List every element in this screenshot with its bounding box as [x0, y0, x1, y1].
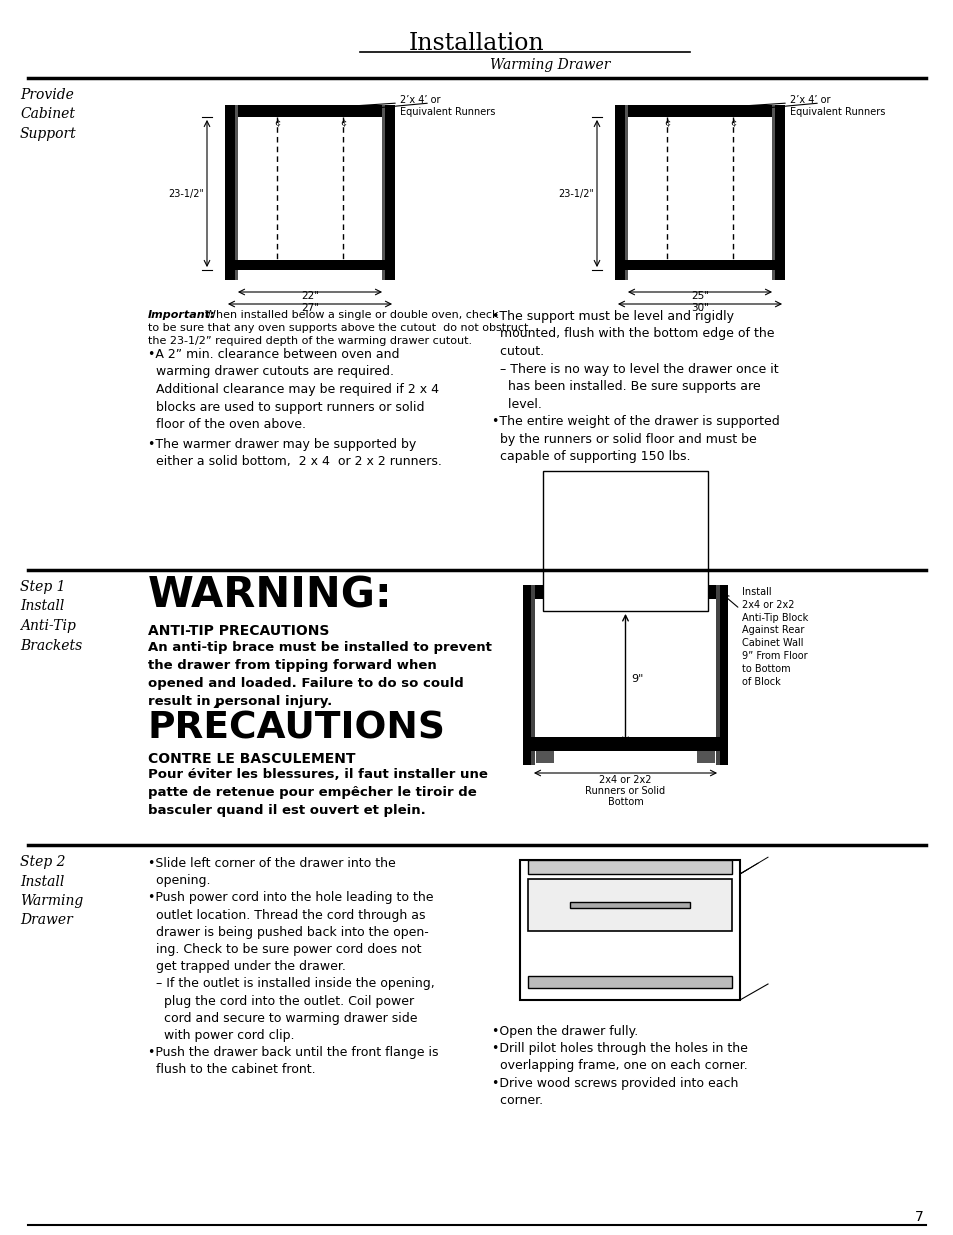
Text: 27": 27"	[301, 303, 318, 312]
Bar	[527, 860, 731, 874]
Bar	[234, 261, 385, 270]
Text: CONTRE LE BASCULEMENT: CONTRE LE BASCULEMENT	[148, 752, 355, 766]
Bar	[527, 879, 731, 931]
Text: 7: 7	[914, 1210, 923, 1224]
Bar	[716, 585, 720, 764]
Text: Install
2x4 or 2x2
Anti-Tip Block
Against Rear
Cabinet Wall
9” From Floor
to Bot: Install 2x4 or 2x2 Anti-Tip Block Agains…	[741, 587, 807, 687]
Bar	[522, 585, 531, 764]
Text: 2’x 4’ or
Equivalent Runners: 2’x 4’ or Equivalent Runners	[789, 95, 884, 116]
Bar	[385, 105, 395, 280]
Bar	[771, 105, 774, 280]
Text: 22": 22"	[301, 291, 318, 301]
Text: Provide
Cabinet
Support: Provide Cabinet Support	[20, 88, 76, 141]
Text: •A 2” min. clearance between oven and
  warming drawer cutouts are required.
  A: •A 2” min. clearance between oven and wa…	[148, 348, 438, 431]
Text: ¢: ¢	[729, 119, 736, 128]
Bar	[234, 105, 385, 117]
Text: Warming Drawer: Warming Drawer	[490, 58, 610, 72]
Text: to be sure that any oven supports above the cutout  do not obstruct: to be sure that any oven supports above …	[148, 324, 528, 333]
Text: ¢: ¢	[274, 119, 280, 128]
Bar	[542, 471, 707, 611]
Bar	[536, 751, 554, 763]
Bar	[527, 976, 731, 988]
Text: When installed below a single or double oven, check: When installed below a single or double …	[205, 310, 498, 320]
Bar	[519, 860, 740, 1000]
Text: 30": 30"	[690, 303, 708, 312]
Bar	[720, 585, 727, 764]
Text: PRÉCAUTIONS: PRÉCAUTIONS	[148, 710, 446, 746]
Text: 9": 9"	[631, 674, 643, 684]
Bar	[697, 751, 714, 763]
Bar	[615, 105, 624, 280]
Text: the 23-1/2” required depth of the warming drawer cutout.: the 23-1/2” required depth of the warmin…	[148, 336, 472, 346]
Text: ¢: ¢	[663, 119, 669, 128]
Text: ANTI-TIP PRECAUTIONS: ANTI-TIP PRECAUTIONS	[148, 624, 329, 638]
Text: •The support must be level and rigidly
  mounted, flush with the bottom edge of : •The support must be level and rigidly m…	[492, 310, 779, 463]
Text: 2x4 or 2x2: 2x4 or 2x2	[598, 776, 651, 785]
Text: WARNING:: WARNING:	[148, 576, 393, 618]
Text: An anti-tip brace must be installed to prevent
the drawer from tipping forward w: An anti-tip brace must be installed to p…	[148, 641, 492, 708]
Bar	[531, 737, 720, 751]
Text: Important:: Important:	[148, 310, 215, 320]
Bar	[234, 105, 237, 280]
Text: 23-1/2": 23-1/2"	[168, 189, 204, 199]
Text: 25": 25"	[690, 291, 708, 301]
Text: Step 1
Install
Anti-Tip
Brackets: Step 1 Install Anti-Tip Brackets	[20, 580, 82, 652]
Text: ¢: ¢	[339, 119, 346, 128]
Text: Pour éviter les blessures, il faut installer une
patte de retenue pour empêcher : Pour éviter les blessures, il faut insta…	[148, 768, 487, 818]
Text: 2’x 4’ or
Equivalent Runners: 2’x 4’ or Equivalent Runners	[399, 95, 495, 116]
Text: •Open the drawer fully.
•Drill pilot holes through the holes in the
  overlappin: •Open the drawer fully. •Drill pilot hol…	[492, 1025, 747, 1107]
Text: Runners or Solid: Runners or Solid	[585, 785, 665, 797]
Bar	[624, 261, 774, 270]
Bar	[531, 585, 720, 599]
Text: •The warmer drawer may be supported by
  either a solid bottom,  2 x 4  or 2 x 2: •The warmer drawer may be supported by e…	[148, 438, 441, 468]
Text: 23-1/2": 23-1/2"	[558, 189, 594, 199]
Bar	[531, 585, 535, 764]
Bar	[774, 105, 784, 280]
Text: Step 2
Install
Warming
Drawer: Step 2 Install Warming Drawer	[20, 855, 83, 927]
Bar	[225, 105, 234, 280]
Text: Installation: Installation	[409, 32, 544, 56]
Bar	[624, 105, 774, 117]
Bar	[381, 105, 385, 280]
Text: •Slide left corner of the drawer into the
  opening.
•Push power cord into the h: •Slide left corner of the drawer into th…	[148, 857, 438, 1077]
Bar	[569, 902, 689, 908]
Bar	[624, 105, 627, 280]
Text: Bottom: Bottom	[607, 797, 642, 806]
